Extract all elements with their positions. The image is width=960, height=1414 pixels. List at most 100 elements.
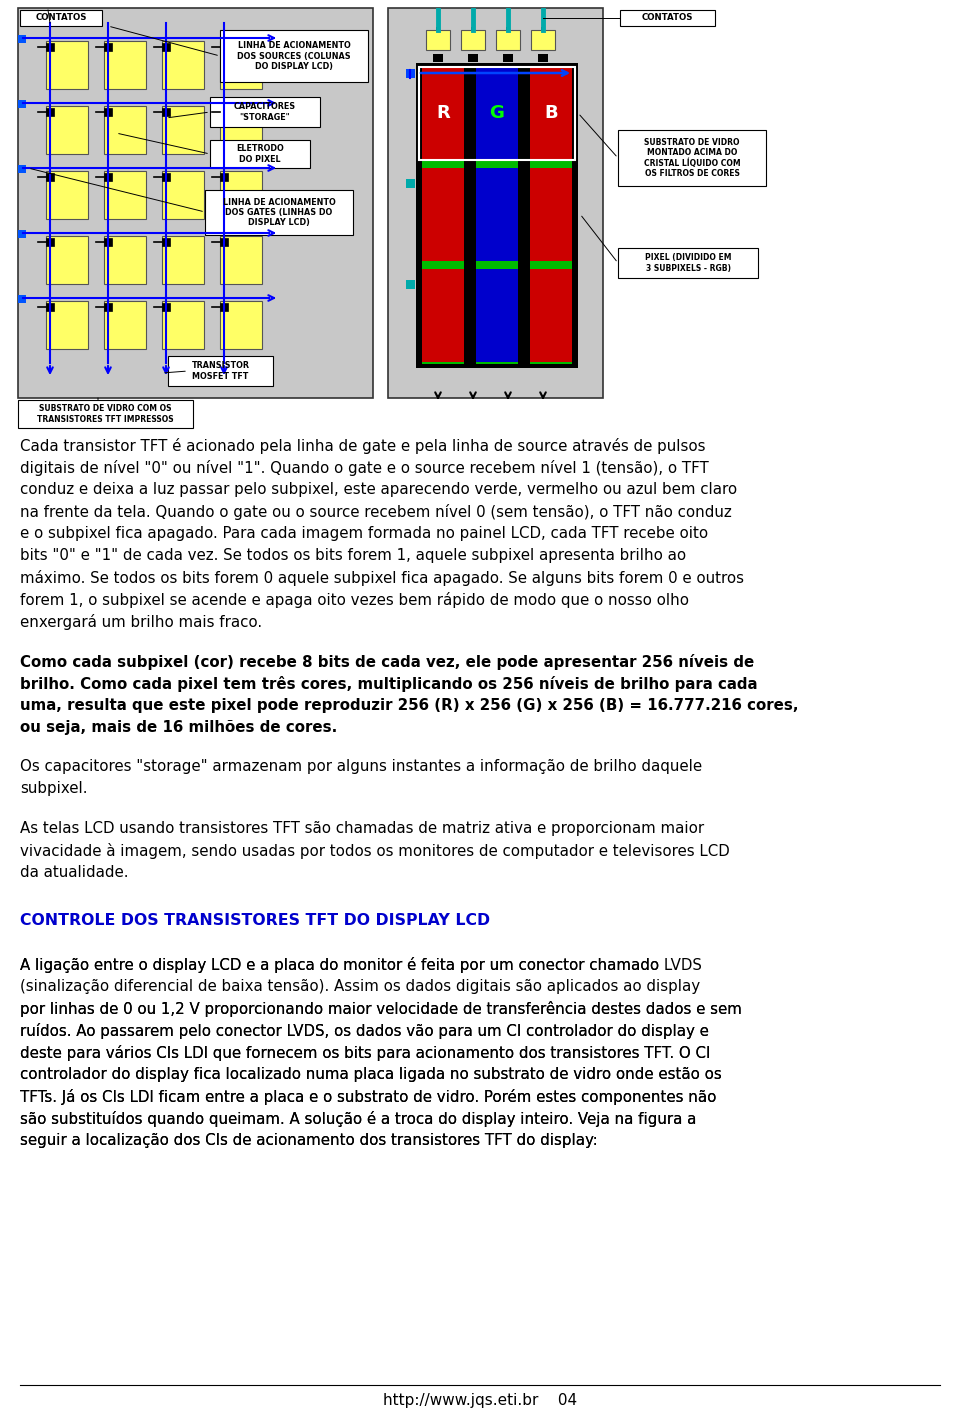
Text: da atualidade.: da atualidade. xyxy=(20,865,129,880)
Bar xyxy=(18,400,193,428)
Bar xyxy=(406,69,415,78)
Bar xyxy=(220,42,228,51)
Text: e o subpixel fica apagado. Para cada imagem formada no painel LCD, cada TFT rece: e o subpixel fica apagado. Para cada ima… xyxy=(20,526,708,542)
Text: deste para vários CIs LDI que fornecem os bits para acionamento dos transistores: deste para vários CIs LDI que fornecem o… xyxy=(20,1045,710,1060)
Text: ruídos. Ao passarem pelo conector LVDS, os dados vão para um CI controlador do d: ruídos. Ao passarem pelo conector LVDS, … xyxy=(20,1024,708,1039)
Text: são substituídos quando queimam. A solução é a troca do display inteiro. Veja na: são substituídos quando queimam. A soluç… xyxy=(20,1111,696,1127)
Text: ruídos. Ao passarem pelo conector LVDS, os dados vão para um CI controlador do d: ruídos. Ao passarem pelo conector LVDS, … xyxy=(20,1024,708,1039)
Bar xyxy=(506,27,510,30)
Bar xyxy=(220,303,228,311)
Bar xyxy=(46,303,54,311)
Bar xyxy=(422,66,464,363)
Bar xyxy=(162,42,170,51)
Bar xyxy=(419,66,575,160)
Text: conduz e deixa a luz passar pelo subpixel, este aparecendo verde, vermelho ou az: conduz e deixa a luz passar pelo subpixe… xyxy=(20,482,737,496)
Bar xyxy=(422,66,464,160)
Text: subpixel.: subpixel. xyxy=(20,781,87,796)
Bar xyxy=(104,42,112,51)
Text: TRANSISTOR
MOSFET TFT: TRANSISTOR MOSFET TFT xyxy=(191,362,250,380)
Bar xyxy=(104,41,146,89)
Bar xyxy=(46,238,54,246)
Text: LINHA DE ACIONAMENTO
DOS GATES (LINHAS DO
DISPLAY LCD): LINHA DE ACIONAMENTO DOS GATES (LINHAS D… xyxy=(223,198,335,228)
Bar xyxy=(530,66,572,363)
Bar xyxy=(104,303,112,311)
Bar xyxy=(388,8,603,397)
Bar xyxy=(220,238,228,246)
Bar xyxy=(530,66,572,160)
Text: controlador do display fica localizado numa placa ligada no substrato de vidro o: controlador do display fica localizado n… xyxy=(20,1068,722,1082)
Bar xyxy=(220,173,228,181)
Bar xyxy=(46,106,88,154)
Text: forem 1, o subpixel se acende e apaga oito vezes bem rápido de modo que o nosso : forem 1, o subpixel se acende e apaga oi… xyxy=(20,592,689,608)
Text: uma, resulta que este pixel pode reproduzir 256 (R) x 256 (G) x 256 (B) = 16.777: uma, resulta que este pixel pode reprodu… xyxy=(20,697,799,713)
Bar xyxy=(476,66,518,160)
Bar xyxy=(618,130,766,187)
Text: Como cada subpixel (cor) recebe 8 bits de cada vez, ele pode apresentar 256 níve: Como cada subpixel (cor) recebe 8 bits d… xyxy=(20,653,755,670)
Bar xyxy=(422,168,464,262)
Text: ELETRODO
DO PIXEL: ELETRODO DO PIXEL xyxy=(236,144,284,164)
Text: seguir a localização dos CIs de acionamento dos transistores TFT do display:: seguir a localização dos CIs de acioname… xyxy=(20,1133,598,1148)
Bar xyxy=(104,106,146,154)
Bar xyxy=(46,41,88,89)
Text: TFTs. Já os CIs LDI ficam entre a placa e o substrato de vidro. Porém estes comp: TFTs. Já os CIs LDI ficam entre a placa … xyxy=(20,1089,716,1106)
Bar xyxy=(205,189,353,235)
Bar xyxy=(162,173,170,181)
Bar xyxy=(476,269,518,362)
Bar xyxy=(46,42,54,51)
Bar xyxy=(496,30,520,49)
Text: digitais de nível "0" ou nível "1". Quando o gate e o source recebem nível 1 (te: digitais de nível "0" ou nível "1". Quan… xyxy=(20,460,708,477)
Text: A ligação entre o display LCD e a placa do monitor é feita por um conector chama: A ligação entre o display LCD e a placa … xyxy=(20,957,702,973)
Bar xyxy=(461,30,485,49)
Bar xyxy=(220,236,262,284)
Bar xyxy=(168,356,273,386)
Text: por linhas de 0 ou 1,2 V proporcionando maior velocidade de transferência destes: por linhas de 0 ou 1,2 V proporcionando … xyxy=(20,1001,742,1017)
Bar xyxy=(406,280,415,288)
Bar xyxy=(162,107,170,116)
Bar xyxy=(476,168,518,262)
Text: ou seja, mais de 16 milhões de cores.: ou seja, mais de 16 milhões de cores. xyxy=(20,720,337,735)
Text: seguir a localização dos CIs de acionamento dos transistores TFT do display:: seguir a localização dos CIs de acioname… xyxy=(20,1133,598,1148)
Bar xyxy=(46,173,54,181)
Text: G: G xyxy=(490,105,504,122)
Bar xyxy=(210,98,320,127)
Text: CAPACITORES
"STORAGE": CAPACITORES "STORAGE" xyxy=(234,102,296,122)
Text: Cada transistor TFT é acionado pela linha de gate e pela linha de source através: Cada transistor TFT é acionado pela linh… xyxy=(20,438,706,454)
Bar xyxy=(18,100,26,107)
Bar xyxy=(618,247,758,279)
Text: (sinalização diferencial de baixa tensão). Assim os dados digitais são aplicados: (sinalização diferencial de baixa tensão… xyxy=(20,980,700,994)
Bar xyxy=(104,238,112,246)
Bar xyxy=(530,269,572,362)
Text: A ligação entre o display LCD e a placa do monitor é feita por um conector chama: A ligação entre o display LCD e a placa … xyxy=(20,957,702,973)
Bar xyxy=(531,30,555,49)
Text: por linhas de 0 ou 1,2 V proporcionando maior velocidade de transferência destes: por linhas de 0 ou 1,2 V proporcionando … xyxy=(20,1001,742,1017)
Text: As telas LCD usando transistores TFT são chamadas de matriz ativa e proporcionam: As telas LCD usando transistores TFT são… xyxy=(20,820,704,836)
Bar xyxy=(18,230,26,238)
Text: são substituídos quando queimam. A solução é a troca do display inteiro. Veja na: são substituídos quando queimam. A soluç… xyxy=(20,1111,696,1127)
Bar xyxy=(46,171,88,219)
Bar xyxy=(210,140,310,168)
Bar xyxy=(46,236,88,284)
Bar xyxy=(436,27,440,30)
Bar xyxy=(20,10,102,25)
Bar xyxy=(18,165,26,173)
Text: vivacidade à imagem, sendo usadas por todos os monitores de computador e televis: vivacidade à imagem, sendo usadas por to… xyxy=(20,843,730,858)
Bar xyxy=(471,27,475,30)
Bar xyxy=(220,106,262,154)
Text: LINHA DE ACIONAMENTO
DOS SOURCES (COLUNAS
DO DISPLAY LCD): LINHA DE ACIONAMENTO DOS SOURCES (COLUNA… xyxy=(237,41,350,71)
Bar xyxy=(220,301,262,349)
Bar xyxy=(18,8,373,397)
Bar xyxy=(503,54,513,62)
Bar xyxy=(104,301,146,349)
Bar xyxy=(162,41,204,89)
Text: na frente da tela. Quando o gate ou o source recebem nível 0 (sem tensão), o TFT: na frente da tela. Quando o gate ou o so… xyxy=(20,503,732,520)
Bar xyxy=(18,296,26,303)
Bar xyxy=(162,301,204,349)
Bar xyxy=(220,30,368,82)
Text: bits "0" e "1" de cada vez. Se todos os bits forem 1, aquele subpixel apresenta : bits "0" e "1" de cada vez. Se todos os … xyxy=(20,549,686,563)
Text: CONTATOS: CONTATOS xyxy=(641,14,693,23)
Bar xyxy=(476,66,518,363)
Bar xyxy=(468,54,478,62)
Text: controlador do display fica localizado numa placa ligada no substrato de vidro o: controlador do display fica localizado n… xyxy=(20,1068,722,1082)
Text: R: R xyxy=(436,105,450,122)
Bar xyxy=(426,30,450,49)
